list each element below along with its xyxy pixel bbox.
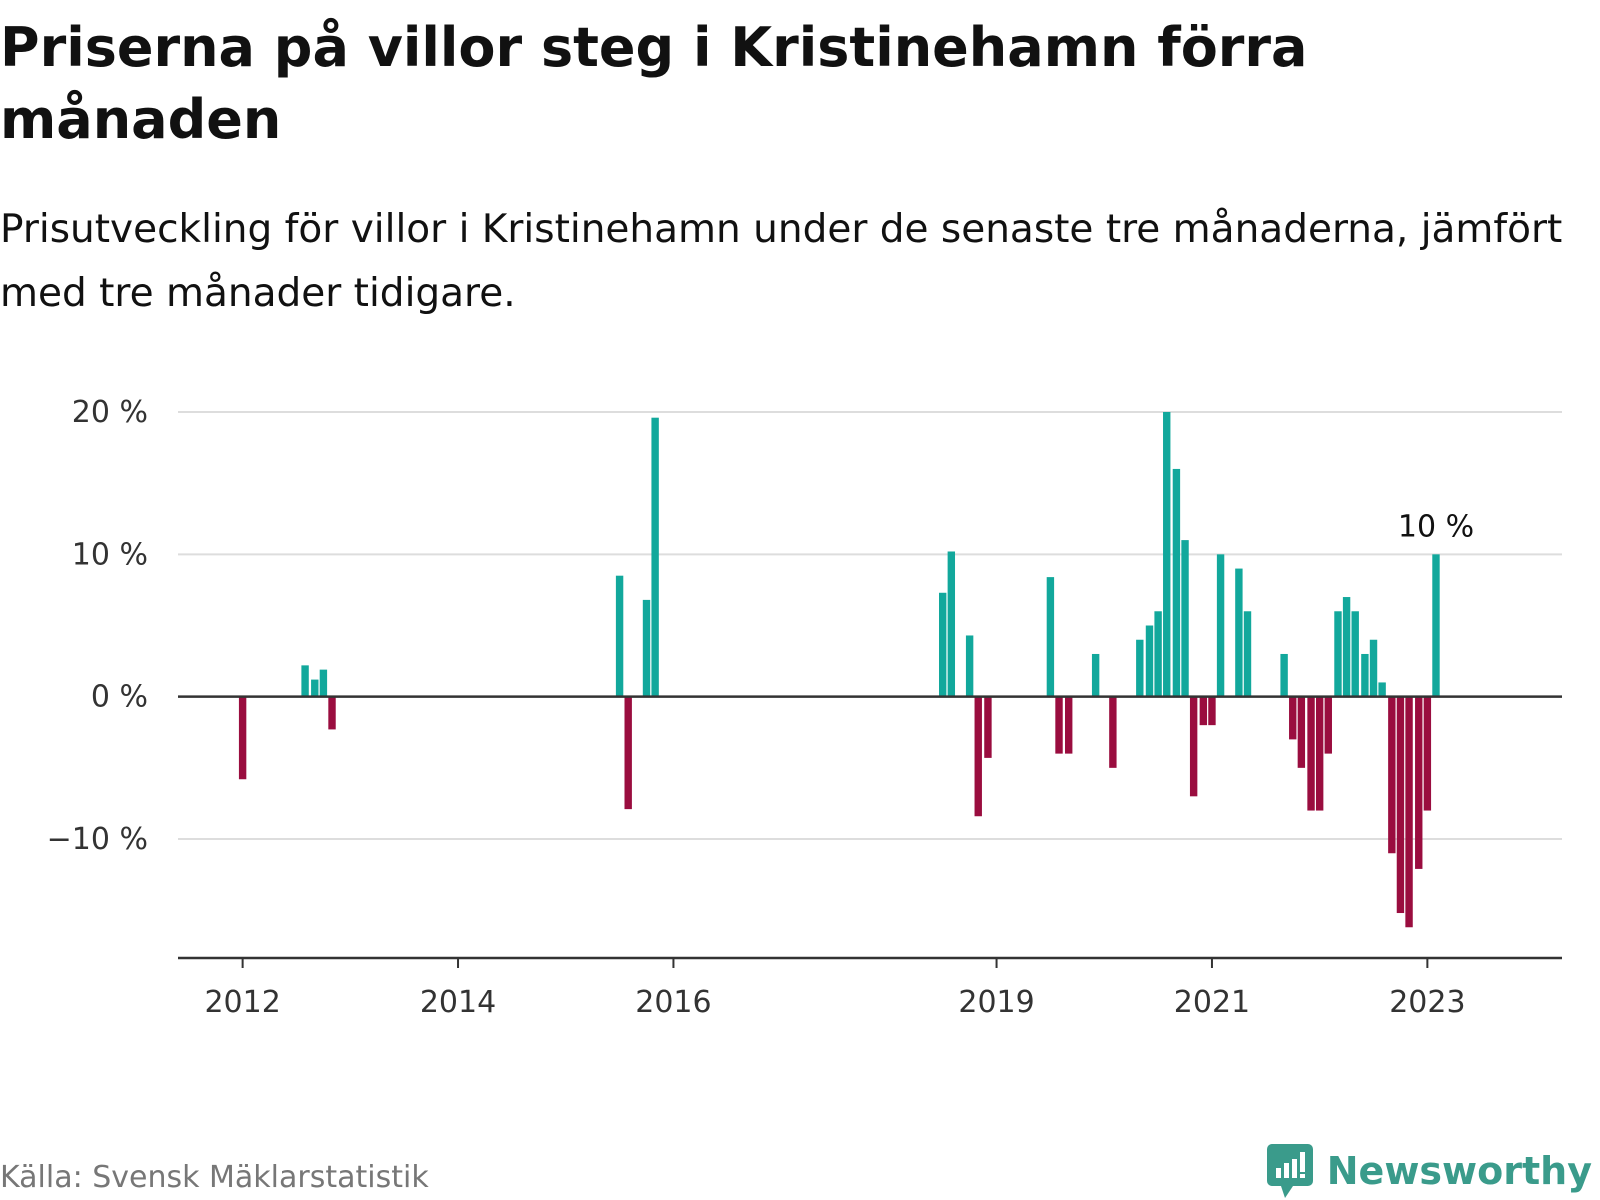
bar <box>1055 696 1063 754</box>
bar <box>615 575 624 697</box>
bar <box>1307 696 1315 811</box>
bar <box>1369 639 1378 697</box>
bar <box>1145 625 1154 697</box>
grid-lines <box>178 411 1562 841</box>
bar <box>1315 696 1324 811</box>
bar <box>1235 568 1243 697</box>
bar <box>1351 611 1359 697</box>
bar <box>1342 597 1351 697</box>
bar <box>624 696 632 810</box>
bar <box>1163 412 1171 697</box>
newsworthy-logo-icon <box>1266 1144 1313 1198</box>
bar <box>1280 653 1288 697</box>
bar <box>1181 540 1189 697</box>
brand-name: Newsworthy <box>1326 1149 1592 1193</box>
bar <box>1423 696 1432 811</box>
y-tick-label: 20 % <box>72 395 148 430</box>
source-credit: Källa: Svensk Mäklarstatistik <box>0 1160 429 1195</box>
bar <box>319 669 328 697</box>
y-tick-label: −10 % <box>47 822 148 857</box>
bar <box>1065 696 1073 754</box>
bar <box>311 679 319 697</box>
bar <box>1109 696 1117 768</box>
bars <box>238 412 1440 928</box>
x-tick-label: 2012 <box>204 985 280 1020</box>
bar <box>651 417 659 697</box>
brand-logo: Newsworthy <box>1265 1142 1592 1200</box>
bar <box>328 696 336 730</box>
bar <box>642 599 651 697</box>
x-tick-label: 2014 <box>420 985 496 1020</box>
bar <box>1415 696 1423 869</box>
bar <box>1405 696 1413 928</box>
bar <box>1136 639 1144 697</box>
bar <box>1208 696 1216 726</box>
bar <box>939 592 947 697</box>
bar-chart: 20 % 10 % 0 % −10 % 2012 2014 2016 2019 2021 2023… <box>47 395 1562 1020</box>
bar <box>1172 468 1181 697</box>
bar <box>1046 577 1055 697</box>
bar <box>1216 554 1225 697</box>
bar <box>1091 653 1100 697</box>
bar <box>1361 653 1369 697</box>
bar <box>301 665 309 697</box>
bar <box>1396 696 1405 914</box>
axis-labels: 20 % 10 % 0 % −10 % 2012 2014 2016 2019 2021 2023… <box>47 395 1474 1020</box>
x-tick-label: 2021 <box>1174 985 1250 1020</box>
page-title: Priserna på villor steg i Kristinehamn f… <box>0 16 1308 151</box>
page-subtitle: Prisutveckling för villor i Kristinehamn… <box>0 207 1563 316</box>
x-tick-label: 2023 <box>1389 985 1465 1020</box>
bar <box>1189 696 1198 797</box>
bar <box>974 696 982 817</box>
bar <box>238 696 247 780</box>
latest-value-label: 10 % <box>1398 509 1474 544</box>
x-tick-label: 2016 <box>635 985 711 1020</box>
axes <box>178 695 1562 968</box>
bar <box>1243 611 1252 697</box>
y-tick-label: 0 % <box>91 680 148 715</box>
bar <box>1432 554 1440 697</box>
bar <box>984 696 992 758</box>
x-tick-label: 2019 <box>958 985 1034 1020</box>
bar <box>1199 696 1208 726</box>
bar <box>947 551 956 697</box>
bar <box>1378 682 1386 697</box>
bar <box>1388 696 1396 854</box>
bar <box>1324 696 1332 754</box>
bar <box>965 635 974 697</box>
bar <box>1334 611 1342 697</box>
bar <box>1289 696 1297 740</box>
y-tick-label: 10 % <box>72 537 148 572</box>
bar <box>1297 696 1306 768</box>
bar <box>1154 611 1162 697</box>
